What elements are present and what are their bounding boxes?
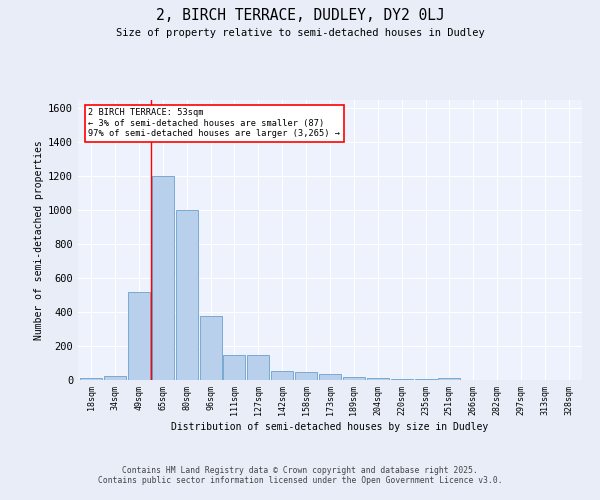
- Y-axis label: Number of semi-detached properties: Number of semi-detached properties: [34, 140, 44, 340]
- Text: 2 BIRCH TERRACE: 53sqm
← 3% of semi-detached houses are smaller (87)
97% of semi: 2 BIRCH TERRACE: 53sqm ← 3% of semi-deta…: [88, 108, 340, 138]
- Bar: [176, 210, 197, 380]
- Bar: [391, 379, 413, 380]
- Text: Distribution of semi-detached houses by size in Dudley: Distribution of semi-detached houses by …: [172, 422, 488, 432]
- Bar: [343, 376, 365, 380]
- Bar: [295, 372, 317, 380]
- Bar: [152, 176, 174, 380]
- Bar: [80, 378, 102, 380]
- Bar: [128, 292, 150, 380]
- Bar: [439, 378, 460, 380]
- Bar: [200, 316, 221, 380]
- Bar: [415, 379, 437, 380]
- Bar: [319, 374, 341, 380]
- Bar: [271, 370, 293, 380]
- Bar: [223, 354, 245, 380]
- Text: Contains public sector information licensed under the Open Government Licence v3: Contains public sector information licen…: [98, 476, 502, 485]
- Text: Size of property relative to semi-detached houses in Dudley: Size of property relative to semi-detach…: [116, 28, 484, 38]
- Text: Contains HM Land Registry data © Crown copyright and database right 2025.: Contains HM Land Registry data © Crown c…: [122, 466, 478, 475]
- Bar: [104, 376, 126, 380]
- Text: 2, BIRCH TERRACE, DUDLEY, DY2 0LJ: 2, BIRCH TERRACE, DUDLEY, DY2 0LJ: [155, 8, 445, 22]
- Bar: [367, 378, 389, 380]
- Bar: [247, 354, 269, 380]
